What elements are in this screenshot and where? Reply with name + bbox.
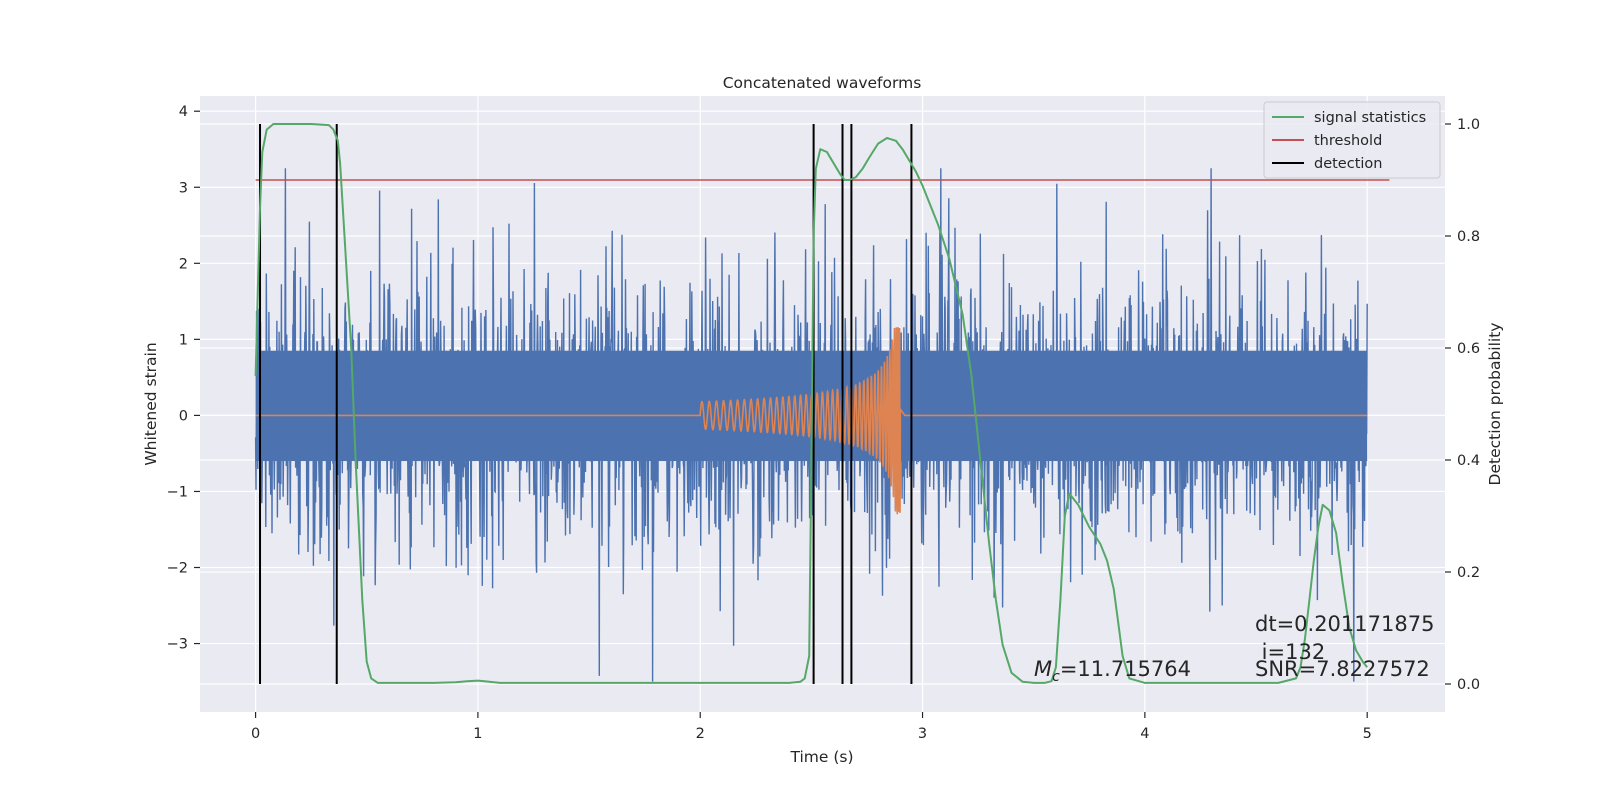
left-y-tick-label: 0 — [179, 408, 188, 424]
right-y-tick-label: 0.0 — [1457, 677, 1480, 693]
right-y-tick-label: 0.4 — [1457, 453, 1480, 469]
left-y-tick-label: 3 — [179, 180, 188, 196]
index-annotation: i=132 — [1255, 640, 1325, 664]
left-y-axis-label: Whitened strain — [142, 342, 160, 465]
right-y-tick-label: 0.6 — [1457, 341, 1480, 357]
signal-statistics-series — [254, 123, 1368, 684]
left-y-tick-label: 2 — [179, 256, 188, 272]
right-y-axis-label: Detection probability — [1486, 323, 1504, 486]
left-y-gridlines — [200, 110, 1445, 645]
legend: signal statistics threshold detection — [1263, 101, 1441, 179]
signal-statistics-line — [254, 123, 1368, 684]
x-axis-label: Time (s) — [789, 748, 853, 766]
right-y-tick-label: 0.8 — [1457, 229, 1480, 245]
left-y-axis-ticks: −3 −2 −1 0 1 2 3 4 — [167, 104, 200, 653]
right-y-axis-ticks: 0.0 0.2 0.4 0.6 0.8 1.0 — [1445, 117, 1480, 693]
chirp-mass-annotation: Mc=11.715764 — [1034, 657, 1191, 685]
snr-annotation: SNR=7.8227572 — [1255, 657, 1430, 681]
left-y-tick-label: −2 — [167, 561, 188, 577]
left-y-tick-label: 4 — [179, 104, 188, 120]
chart-title: Concatenated waveforms — [723, 74, 922, 92]
right-y-tick-label: 0.2 — [1457, 565, 1480, 581]
x-tick-label: 0 — [251, 726, 260, 742]
legend-label: signal statistics — [1314, 110, 1426, 126]
x-axis-ticks: 0 1 2 3 4 5 — [251, 712, 1372, 742]
legend-label: threshold — [1314, 133, 1382, 149]
x-tick-label: 2 — [696, 726, 705, 742]
left-y-tick-label: 1 — [179, 332, 188, 348]
chirp-mass-symbol: M — [1034, 657, 1052, 681]
dt-annotation: dt=0.201171875 — [1255, 612, 1434, 636]
right-y-tick-label: 1.0 — [1457, 117, 1480, 133]
x-tick-label: 5 — [1363, 726, 1372, 742]
x-tick-label: 3 — [918, 726, 927, 742]
chirp-mass-subscript: c — [1052, 669, 1060, 685]
template-waveform-series — [255, 327, 1368, 515]
chirp-mass-value: =11.715764 — [1060, 657, 1191, 681]
legend-box — [1263, 101, 1441, 179]
left-y-tick-label: −3 — [167, 637, 188, 653]
legend-label: detection — [1314, 156, 1382, 172]
annotations: Mc=11.715764 dt=0.201171875 i=132 SNR=7.… — [1034, 612, 1434, 685]
left-y-tick-label: −1 — [167, 484, 188, 500]
template-line — [255, 327, 1368, 515]
x-tick-label: 4 — [1140, 726, 1149, 742]
x-tick-label: 1 — [473, 726, 482, 742]
